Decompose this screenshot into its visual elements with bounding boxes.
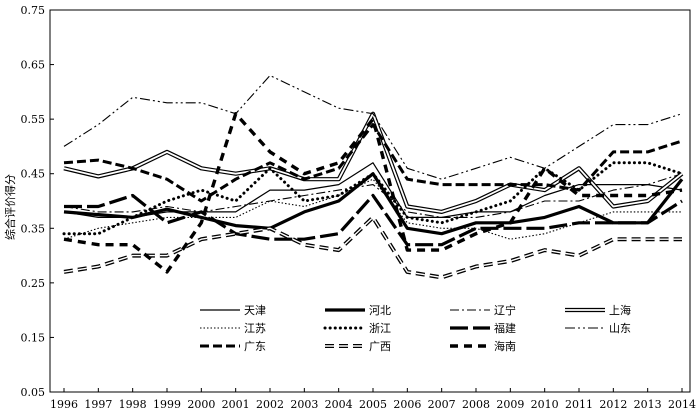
legend-label: 广西 bbox=[369, 340, 391, 353]
series-0 bbox=[63, 162, 683, 218]
x-tick-label: 2003 bbox=[290, 398, 318, 411]
legend-label: 辽宁 bbox=[494, 303, 516, 317]
y-tick-label: 0.75 bbox=[21, 4, 46, 17]
legend-item: 浙江 bbox=[323, 322, 391, 335]
x-tick-label: 2004 bbox=[325, 398, 353, 411]
x-tick-label: 2005 bbox=[359, 398, 387, 411]
legend-item: 海南 bbox=[450, 339, 516, 353]
legend-label: 山东 bbox=[609, 322, 631, 335]
legend-label: 河北 bbox=[369, 304, 391, 317]
series-line bbox=[63, 215, 682, 280]
series-10 bbox=[63, 111, 683, 274]
legend-label: 海南 bbox=[494, 339, 516, 353]
x-tick-label: 2010 bbox=[531, 398, 559, 411]
series-2 bbox=[63, 173, 683, 218]
y-tick-label: 0.45 bbox=[21, 168, 46, 181]
x-tick-label: 2013 bbox=[634, 398, 662, 411]
x-tick-label: 2007 bbox=[428, 398, 456, 411]
series-line bbox=[63, 173, 683, 218]
legend-label: 上海 bbox=[609, 303, 631, 317]
legend-item: 上海 bbox=[565, 303, 631, 317]
x-tick-label: 2000 bbox=[187, 398, 215, 411]
legend-item: 福建 bbox=[450, 321, 516, 335]
x-axis-ticks: 1996 1997 1998 1999 2000 2001 2002 2003 2004 2005… bbox=[50, 388, 696, 411]
legend-label: 天津 bbox=[244, 304, 266, 317]
series-line bbox=[63, 111, 683, 274]
y-tick-label: 0.35 bbox=[21, 222, 46, 235]
legend-item: 天津 bbox=[200, 304, 266, 317]
axes bbox=[49, 9, 691, 393]
x-tick-label: 2009 bbox=[496, 398, 524, 411]
legend-label: 广东 bbox=[244, 340, 266, 353]
x-tick-label: 2011 bbox=[565, 398, 593, 411]
legend-item: 广西 bbox=[325, 340, 391, 353]
x-tick-label: 1998 bbox=[119, 398, 147, 411]
series-6 bbox=[64, 193, 683, 247]
series-lines bbox=[62, 74, 684, 280]
series-4 bbox=[63, 178, 682, 240]
legend-label: 福建 bbox=[494, 321, 516, 335]
series-line bbox=[63, 162, 683, 218]
legend-item: 河北 bbox=[325, 304, 391, 317]
legend-label: 江苏 bbox=[244, 322, 266, 335]
y-axis-label: 综合评价得分 bbox=[3, 174, 17, 240]
legend-label: 浙江 bbox=[369, 322, 391, 335]
x-tick-label: 2008 bbox=[462, 398, 490, 411]
legend-item: 山东 bbox=[565, 322, 631, 335]
series-line bbox=[64, 193, 683, 247]
y-tick-label: 0.05 bbox=[21, 386, 46, 399]
x-tick-label: 2014 bbox=[668, 398, 696, 411]
x-tick-label: 2002 bbox=[256, 398, 284, 411]
x-tick-label: 1997 bbox=[84, 398, 112, 411]
series-9 bbox=[63, 215, 682, 280]
plot-frame bbox=[49, 9, 691, 393]
legend-item: 江苏 bbox=[200, 322, 266, 335]
series-line bbox=[63, 74, 683, 180]
legend-item: 辽宁 bbox=[450, 303, 516, 317]
series-line bbox=[63, 178, 682, 240]
y-tick-label: 0.65 bbox=[21, 59, 46, 72]
y-tick-label: 0.15 bbox=[21, 331, 46, 344]
series-line-inner bbox=[63, 216, 682, 279]
y-axis-ticks: 0.05 0.15 0.25 0.35 0.45 0.55 0.65 0.75 bbox=[21, 4, 54, 399]
series-7 bbox=[63, 74, 683, 180]
legend-item: 广东 bbox=[200, 340, 266, 353]
x-tick-label: 2012 bbox=[599, 398, 627, 411]
x-tick-label: 2001 bbox=[222, 398, 250, 411]
x-tick-label: 1999 bbox=[153, 398, 181, 411]
x-tick-label: 2006 bbox=[393, 398, 421, 411]
y-tick-label: 0.55 bbox=[21, 113, 46, 126]
y-tick-label: 0.25 bbox=[21, 277, 46, 290]
x-tick-label: 1996 bbox=[50, 398, 78, 411]
